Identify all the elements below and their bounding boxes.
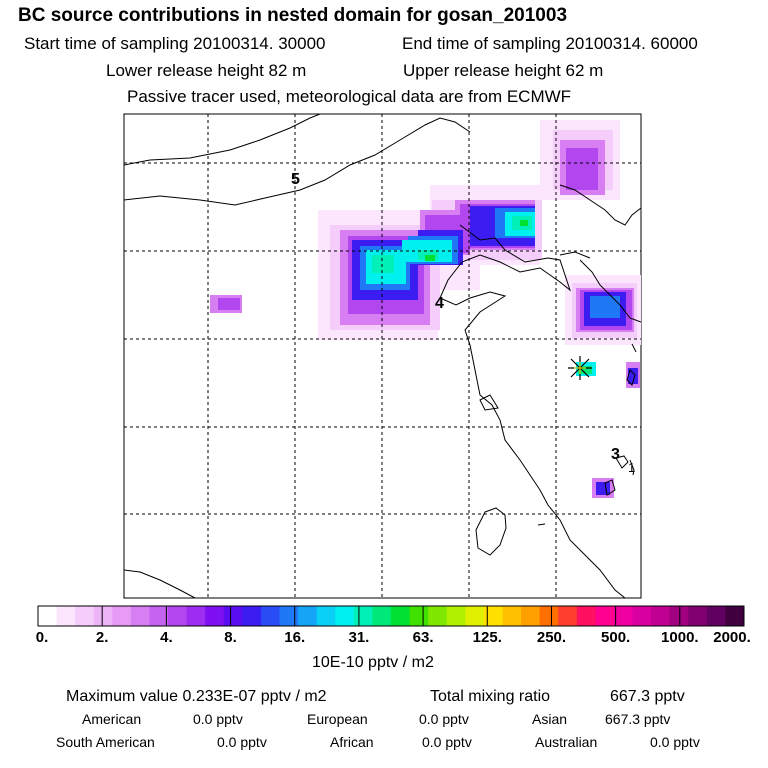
total-mixing-value: 667.3 pptv [610, 688, 685, 705]
colorbar-swatch [725, 606, 745, 626]
colorbar-tick-label: 1000. [661, 629, 699, 646]
european-label: European [307, 711, 368, 727]
south-american-value: 0.0 pptv [217, 734, 267, 750]
concentration-field [210, 120, 641, 498]
colorbar-swatch [391, 606, 411, 626]
colorbar-swatch [260, 606, 281, 626]
colorbar-swatch [446, 606, 466, 626]
lower-release-height: Lower release height 82 m [106, 61, 307, 80]
african-value: 0.0 pptv [422, 734, 472, 750]
colorbar-swatch [669, 606, 689, 626]
colorbar-swatch [558, 606, 578, 626]
sampling-end: End time of sampling 20100314. 60000 [402, 34, 698, 53]
colorbar-swatch [335, 606, 355, 626]
colorbar-swatch [38, 606, 58, 626]
colorbar-swatch [242, 606, 262, 626]
colorbar-swatch [56, 606, 76, 626]
colorbar-swatch [316, 606, 336, 626]
colorbar-tick-label: 63. [412, 629, 434, 646]
colorbar-tick-label: 500. [601, 629, 631, 646]
asian-value: 667.3 pptv [605, 711, 671, 727]
region-label-5: 5 [291, 171, 300, 188]
colorbar-unit: 10E-10 pptv / m2 [312, 654, 434, 671]
colorbar-swatch [298, 606, 318, 626]
colorbar-tick-label: 125. [472, 629, 502, 646]
sampling-start: Start time of sampling 20100314. 30000 [24, 34, 326, 53]
colorbar-swatch [93, 606, 113, 626]
colorbar-swatch [539, 606, 559, 626]
colorbar-swatch [112, 606, 132, 626]
region-label-3: 3 [611, 446, 620, 463]
colorbar-tick-label: 8. [224, 629, 237, 646]
south-american-label: South American [56, 734, 155, 750]
colorbar-swatch [372, 606, 392, 626]
colorbar-swatch [186, 606, 206, 626]
colorbar-swatch [706, 606, 726, 626]
american-label: American [82, 711, 142, 727]
australian-value: 0.0 pptv [650, 734, 700, 750]
american-value: 0.0 pptv [193, 711, 243, 727]
total-mixing-label: Total mixing ratio [430, 688, 551, 705]
colorbar-swatch [502, 606, 522, 626]
maximum-value: Maximum value 0.233E-07 pptv / m2 [66, 688, 327, 705]
grid-lines [124, 114, 641, 598]
colorbar-tick-label: 4. [160, 629, 173, 646]
colorbar-tick-label: 16. [284, 629, 306, 646]
colorbar-tick-label: 2. [95, 629, 109, 646]
colorbar-frame [37, 605, 745, 627]
colorbar-swatch [279, 606, 299, 626]
coastlines [124, 114, 641, 598]
tracer-note: Passive tracer used, meteorological data… [127, 87, 572, 106]
colorbar-swatch [613, 606, 634, 626]
colorbar-swatch [428, 606, 448, 626]
colorbar-swatch [595, 606, 615, 626]
plot-title: BC source contributions in nested domain… [18, 5, 568, 26]
colorbar-swatch [205, 606, 225, 626]
colorbar-swatch [632, 606, 652, 626]
colorbar-swatch [149, 606, 169, 626]
african-label: African [330, 734, 374, 750]
colorbar-tick-label: 0. [35, 629, 49, 646]
asian-label: Asian [532, 711, 568, 727]
upper-release-height: Upper release height 62 m [403, 61, 604, 80]
region-label-4: 4 [435, 295, 444, 312]
colorbar-tick-label: 31. [348, 629, 370, 646]
colorbar-swatch [353, 606, 373, 626]
colorbar-swatch [223, 606, 243, 626]
european-value: 0.0 pptv [419, 711, 469, 727]
colorbar-swatch [465, 606, 485, 626]
colorbar-swatch [688, 606, 708, 626]
region-label-1: 1 [628, 460, 635, 475]
colorbar-swatch [576, 606, 596, 626]
colorbar-swatch [651, 606, 671, 626]
colorbar-swatch [483, 606, 503, 626]
colorbar-swatch [130, 606, 150, 626]
colorbar-swatch [521, 606, 541, 626]
australian-label: Australian [535, 734, 598, 750]
colorbar-swatch [75, 606, 95, 626]
colorbar-swatch [409, 606, 429, 626]
colorbar-swatch [168, 606, 188, 626]
colorbar-tick-label: 250. [536, 629, 567, 646]
colorbar-tick-label: 2000. [713, 629, 751, 646]
colorbar [37, 605, 745, 627]
